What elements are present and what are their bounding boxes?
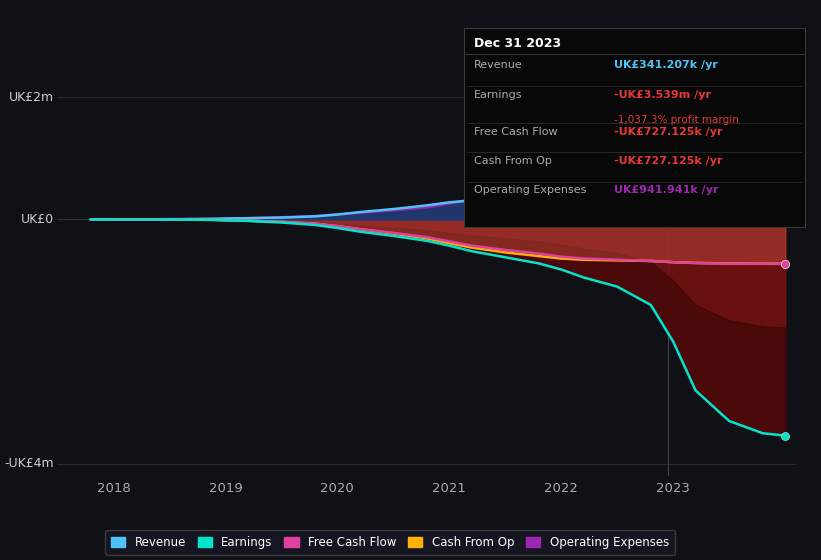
Point <box>778 194 791 203</box>
Text: Dec 31 2023: Dec 31 2023 <box>474 37 562 50</box>
Text: Earnings: Earnings <box>474 90 523 100</box>
Legend: Revenue, Earnings, Free Cash Flow, Cash From Op, Operating Expenses: Revenue, Earnings, Free Cash Flow, Cash … <box>105 530 675 555</box>
Text: Revenue: Revenue <box>474 60 523 70</box>
Text: UK£341.207k /yr: UK£341.207k /yr <box>614 60 718 70</box>
Point <box>778 157 791 166</box>
Point <box>778 431 791 440</box>
Text: UK£941.941k /yr: UK£941.941k /yr <box>614 185 718 195</box>
Text: Cash From Op: Cash From Op <box>474 156 552 166</box>
Text: Operating Expenses: Operating Expenses <box>474 185 586 195</box>
Text: UK£0: UK£0 <box>21 213 54 226</box>
Text: UK£2m: UK£2m <box>9 91 54 104</box>
Text: -UK£727.125k /yr: -UK£727.125k /yr <box>614 128 722 137</box>
Text: -UK£3.539m /yr: -UK£3.539m /yr <box>614 90 711 100</box>
Text: -1,037.3% profit margin: -1,037.3% profit margin <box>614 115 739 125</box>
Text: Free Cash Flow: Free Cash Flow <box>474 128 557 137</box>
Text: -UK£727.125k /yr: -UK£727.125k /yr <box>614 156 722 166</box>
Text: -UK£4m: -UK£4m <box>4 458 54 470</box>
Point <box>778 259 791 268</box>
Point <box>778 259 791 268</box>
